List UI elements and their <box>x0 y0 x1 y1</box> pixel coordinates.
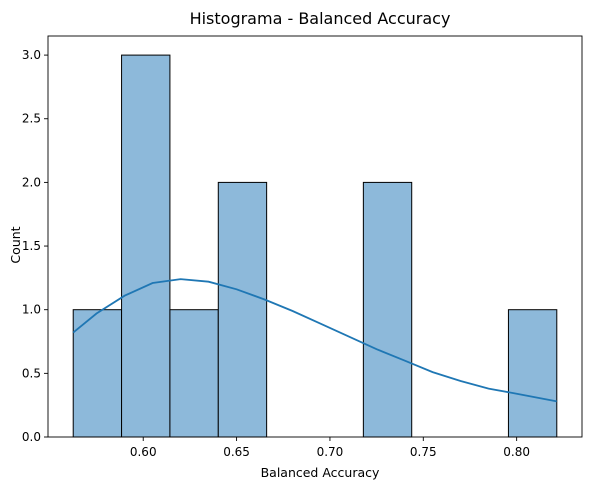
y-tick-label-3: 1.5 <box>22 239 41 253</box>
plot-frame <box>47 35 583 438</box>
histogram-bar-0 <box>72 309 123 438</box>
kde-line <box>72 278 557 403</box>
y-tick-label-6: 3.0 <box>22 48 41 62</box>
chart-title: Histograma - Balanced Accuracy <box>190 9 451 28</box>
y-tick-label-1: 0.5 <box>22 366 41 380</box>
x-tick-label-3: 0.75 <box>410 445 437 459</box>
y-tick-label-5: 2.5 <box>22 112 41 126</box>
bars-group <box>72 54 558 438</box>
histogram-bar-6 <box>362 181 413 438</box>
y-tick-label-0: 0.0 <box>22 430 41 444</box>
x-tick-label-0: 0.60 <box>130 445 157 459</box>
histogram-bar-1 <box>121 54 171 438</box>
x-tick-label-1: 0.65 <box>223 445 250 459</box>
y-axis-label: Count <box>8 226 23 263</box>
y-tick-label-2: 1.0 <box>22 303 41 317</box>
x-axis-label: Balanced Accuracy <box>261 465 380 480</box>
y-tick-label-4: 2.0 <box>22 175 41 189</box>
x-tick-label-4: 0.80 <box>503 445 530 459</box>
histogram-bar-2 <box>169 309 219 438</box>
x-tick-label-2: 0.70 <box>317 445 344 459</box>
histogram-bar-9 <box>507 309 558 438</box>
histogram-bar-3 <box>217 181 268 438</box>
y-axis-ticks: 0.0 0.5 1.0 1.5 2.0 2.5 3.0 <box>22 48 48 444</box>
x-axis-ticks: 0.60 0.65 0.70 0.75 0.80 <box>130 437 530 459</box>
